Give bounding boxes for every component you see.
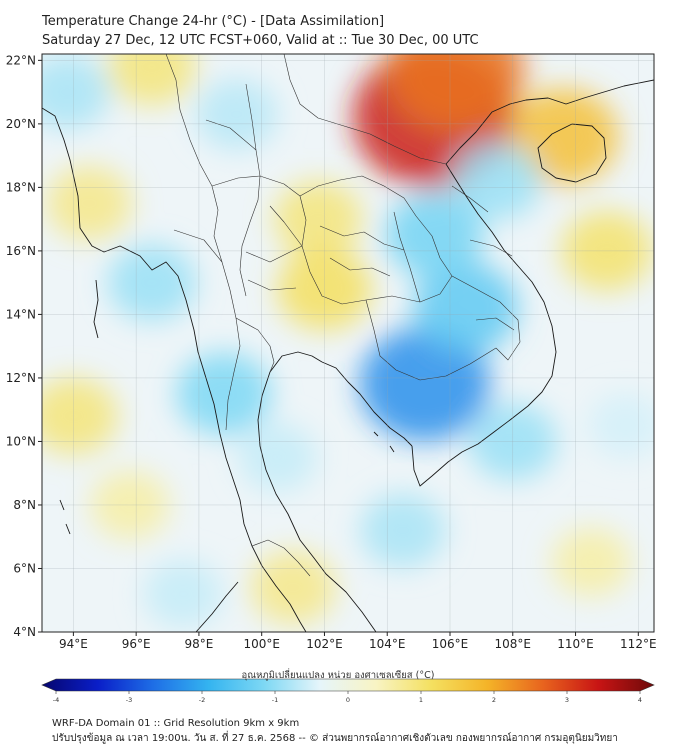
- colorbar-ticks: -4 -3 -2 -1 0 1 2 3 4: [53, 691, 642, 704]
- lat-label: 4°N: [13, 625, 36, 639]
- anomaly-cool-bangladesh: [42, 54, 110, 130]
- anomaly-cool-cambodia: [359, 327, 491, 442]
- lat-label: 6°N: [13, 561, 36, 575]
- lon-label: 106°E: [432, 637, 469, 651]
- lat-label: 10°N: [6, 434, 36, 448]
- footer-line-1: WRF-DA Domain 01 :: Grid Resolution 9km …: [52, 718, 300, 729]
- anomaly-warm-andaman-west: [42, 377, 118, 455]
- anomaly-cool-laos-south: [385, 192, 484, 278]
- anomaly-cool-central-highlands: [413, 262, 519, 354]
- coastline-mekong: [411, 163, 557, 487]
- anomaly-warm-laos-north: [273, 180, 363, 258]
- coastline-peninsula-east: [257, 351, 377, 632]
- colorbar-tick-label: -1: [272, 696, 278, 704]
- lon-label: 94°E: [59, 637, 88, 651]
- chart-title: Temperature Change 24-hr (°C) - [Data As…: [42, 12, 479, 50]
- lat-label: 18°N: [6, 180, 36, 194]
- anomaly-cool-gulf-tonkin: [452, 142, 542, 220]
- lon-label: 112°E: [620, 637, 657, 651]
- longitude-labels: 94°E 96°E 98°E 100°E 102°E 104°E 106°E 108°E 110…: [59, 637, 657, 651]
- latitude-labels: 22°N 20°N 18°N 16°N 14°N 12°N 10°N 8°N 6°N 4°N: [6, 53, 36, 639]
- colorbar-tick-label: 1: [419, 696, 423, 704]
- colorbar-label: อุณหภูมิเปลี่ยนแปลง หน่วย องศาเซลเซียส (…: [241, 670, 435, 681]
- anomaly-cool-gulf-thailand: [237, 422, 317, 492]
- lat-label: 12°N: [6, 371, 36, 385]
- anomaly-cool-shan: [195, 78, 278, 151]
- anomaly-warm-myanmar-north: [107, 54, 197, 106]
- coastline-myanmar: [42, 107, 233, 477]
- anomaly-cool-east-sea: [587, 392, 654, 459]
- coastline-gulf-head: [321, 361, 413, 447]
- colorbar-tick-label: 0: [346, 696, 350, 704]
- anomaly-cool-malacca: [143, 559, 223, 629]
- lon-label: 110°E: [557, 637, 594, 651]
- colorbar-tick-label: 3: [565, 696, 569, 704]
- coastline-tonkin: [445, 79, 654, 165]
- coastline-islands: [373, 431, 395, 453]
- lon-label: 104°E: [369, 637, 406, 651]
- colorbar-tick-label: -2: [199, 696, 205, 704]
- coastline-andaman: [93, 279, 99, 339]
- lon-label: 96°E: [122, 637, 151, 651]
- colorbar-tick-label: 2: [492, 696, 496, 704]
- map-frame: [41, 53, 655, 633]
- lat-label: 14°N: [6, 307, 36, 321]
- title-line-2: Saturday 27 Dec, 12 UTC FCST+060, Valid …: [42, 33, 479, 48]
- coastline-sumatra: [195, 581, 239, 632]
- anomaly-cool-kra-isthmus: [176, 352, 272, 436]
- lon-label: 100°E: [243, 637, 280, 651]
- colorbar: -4 -3 -2 -1 0 1 2 3 4: [41, 678, 655, 704]
- title-line-1: Temperature Change 24-hr (°C) - [Data As…: [42, 14, 385, 29]
- footer-line-2: ปรับปรุงข้อมูล ณ เวลา 19:00น. วัน ส. ที่…: [52, 733, 618, 744]
- colorbar-tick-label: 4: [638, 696, 642, 704]
- anomaly-cool-gulf-south: [360, 493, 446, 568]
- anomaly-warm-bay-of-bengal: [46, 166, 132, 241]
- lon-label: 98°E: [184, 637, 213, 651]
- lon-label: 102°E: [306, 637, 343, 651]
- anomaly-cool-andaman-north: [107, 244, 197, 322]
- lon-label: 108°E: [495, 637, 532, 651]
- anomaly-warm-malay: [250, 550, 336, 625]
- lat-label: 16°N: [6, 244, 36, 258]
- border-layer: [165, 54, 521, 577]
- colorbar-tick-label: -4: [53, 696, 59, 704]
- footer: WRF-DA Domain 01 :: Grid Resolution 9km …: [52, 716, 618, 746]
- anomaly-warm-borneo-sea: [551, 527, 631, 597]
- anomaly-warm-south-china: [387, 54, 525, 130]
- lat-label: 8°N: [13, 498, 36, 512]
- coastline-peninsula-west: [231, 475, 307, 632]
- lat-label: 20°N: [6, 117, 36, 131]
- coastline-hainan: [537, 123, 607, 183]
- lat-label: 22°N: [6, 53, 36, 67]
- colorbar-tick-label: -3: [126, 696, 132, 704]
- anomaly-warm-hainan: [507, 88, 619, 185]
- coastline-layer: [42, 79, 654, 632]
